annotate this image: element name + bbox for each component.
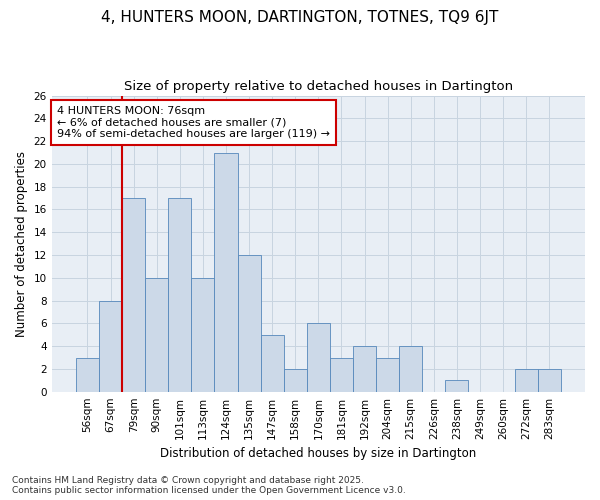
Bar [307, 324, 330, 392]
Bar [76, 358, 99, 392]
Bar [191, 278, 214, 392]
Bar [260, 334, 284, 392]
Bar [214, 152, 238, 392]
Title: Size of property relative to detached houses in Dartington: Size of property relative to detached ho… [124, 80, 513, 93]
Y-axis label: Number of detached properties: Number of detached properties [15, 150, 28, 336]
Text: 4, HUNTERS MOON, DARTINGTON, TOTNES, TQ9 6JT: 4, HUNTERS MOON, DARTINGTON, TOTNES, TQ9… [101, 10, 499, 25]
Bar [445, 380, 469, 392]
Text: 4 HUNTERS MOON: 76sqm
← 6% of detached houses are smaller (7)
94% of semi-detach: 4 HUNTERS MOON: 76sqm ← 6% of detached h… [57, 106, 330, 139]
Bar [353, 346, 376, 392]
Bar [168, 198, 191, 392]
Bar [122, 198, 145, 392]
Bar [284, 369, 307, 392]
Bar [330, 358, 353, 392]
Text: Contains HM Land Registry data © Crown copyright and database right 2025.
Contai: Contains HM Land Registry data © Crown c… [12, 476, 406, 495]
Bar [376, 358, 399, 392]
Bar [238, 255, 260, 392]
Bar [515, 369, 538, 392]
X-axis label: Distribution of detached houses by size in Dartington: Distribution of detached houses by size … [160, 447, 476, 460]
Bar [145, 278, 168, 392]
Bar [99, 300, 122, 392]
Bar [399, 346, 422, 392]
Bar [538, 369, 561, 392]
